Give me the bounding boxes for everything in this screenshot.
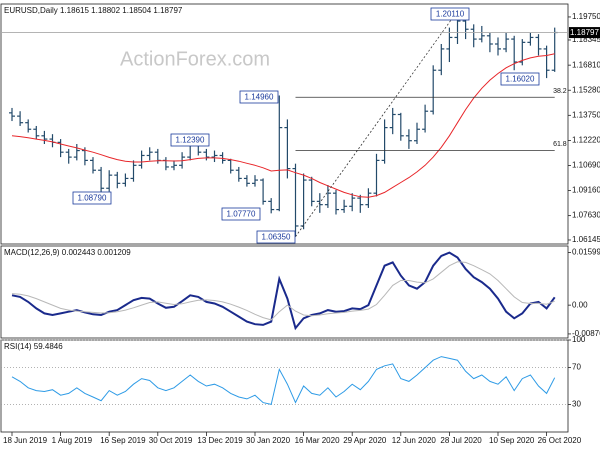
- annotation-box: [500, 72, 540, 86]
- x-tick-label: 1 Aug 2019: [52, 436, 93, 445]
- panel-title: MACD(12,26,9) 0.002443 0.001209: [4, 248, 131, 257]
- x-tick-label: 30 Jan 2020: [246, 436, 291, 445]
- x-tick-label: 10 Sep 2020: [489, 436, 535, 445]
- x-tick-label: 16 Sep 2019: [100, 436, 146, 445]
- y-tick-label: 1.18345: [572, 35, 600, 44]
- y-tick-label: 30: [572, 400, 581, 409]
- y-tick-label: 100: [572, 335, 586, 344]
- y-tick-label: -0.00876: [572, 329, 600, 338]
- last-price-label: 1.18797: [570, 28, 599, 37]
- indicator-line: [11, 261, 555, 321]
- y-tick-label: 1.07630: [572, 211, 600, 220]
- trend-line: [295, 10, 458, 237]
- x-tick-label: 29 Apr 2020: [343, 436, 387, 445]
- y-tick-label: 1.09160: [572, 186, 600, 195]
- last-price-box: [569, 27, 600, 39]
- x-tick-label: 26 Oct 2020: [538, 436, 582, 445]
- y-tick-label: 1.16810: [572, 60, 600, 69]
- x-tick-label: 12 Jun 2020: [392, 436, 437, 445]
- x-tick-label: 28 Jul 2020: [440, 436, 482, 445]
- y-tick-label: 1.13750: [572, 110, 600, 119]
- panel-title: RSI(14) 59.4846: [4, 342, 63, 351]
- annotation-box: [256, 230, 296, 244]
- y-tick-label: 70: [572, 363, 581, 372]
- annotation-box: [430, 7, 470, 21]
- annotation: 1.06350: [262, 233, 291, 242]
- panel-frame: [0, 3, 569, 245]
- indicator-line: [11, 251, 556, 331]
- annotation-box: [221, 207, 261, 221]
- moving-average: [11, 53, 555, 198]
- annotation-box: [239, 90, 279, 104]
- y-tick-label: 1.06145: [572, 235, 600, 244]
- fib-label: 38.2: [553, 88, 567, 95]
- panel-frame: [0, 339, 569, 433]
- x-tick-label: 30 Oct 2019: [149, 436, 193, 445]
- indicator-line: [11, 356, 556, 405]
- x-tick-label: 18 Jun 2019: [3, 436, 48, 445]
- annotation: 1.16020: [506, 75, 535, 84]
- annotation-box: [170, 133, 210, 147]
- y-tick-label: 1.10690: [572, 161, 600, 170]
- annotation: 1.07770: [227, 210, 256, 219]
- x-tick-label: 16 Mar 2020: [295, 436, 340, 445]
- panel-title: EURUSD,Daily 1.18615 1.18802 1.18504 1.1…: [4, 6, 183, 15]
- panel-frame: [0, 245, 569, 339]
- y-tick-label: 1.12220: [572, 136, 600, 145]
- fib-label: 61.8: [553, 141, 567, 148]
- x-tick-label: 13 Dec 2019: [197, 436, 243, 445]
- annotation: 1.14960: [245, 93, 274, 102]
- y-tick-label: 1.15280: [572, 85, 600, 94]
- y-tick-label: 1.19750: [572, 12, 600, 21]
- y-tick-label: 0.00: [572, 300, 588, 309]
- watermark: ActionForex.com: [120, 48, 270, 70]
- y-tick-label: 0.015991: [572, 248, 600, 257]
- annotation: 1.20110: [436, 10, 465, 19]
- annotation: 1.08790: [78, 194, 107, 203]
- annotation-box: [72, 191, 112, 205]
- annotation: 1.12390: [176, 136, 205, 145]
